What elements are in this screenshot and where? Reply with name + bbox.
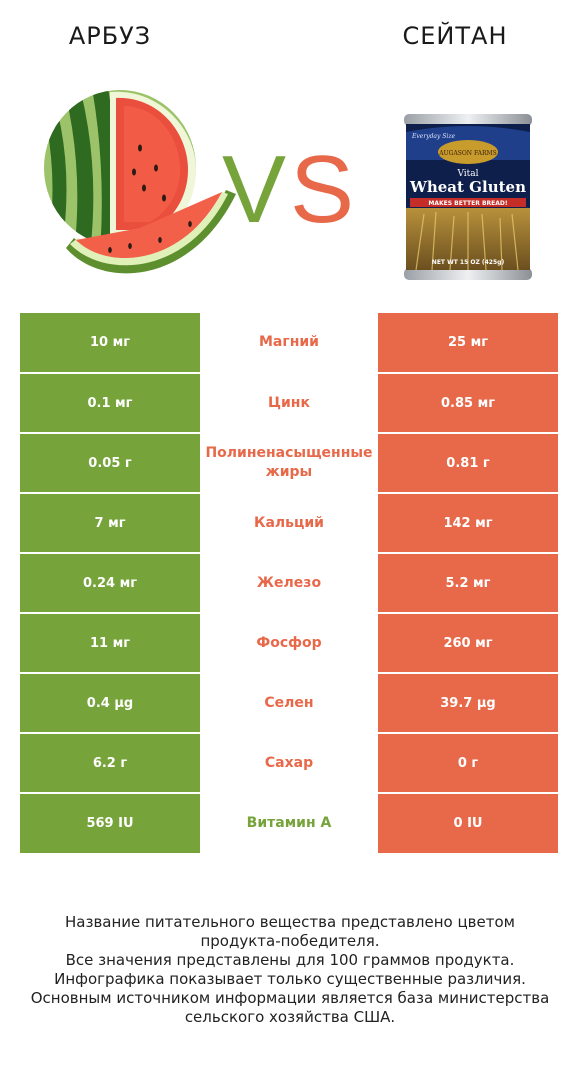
footer-line: продукта-победителя. xyxy=(200,932,380,950)
nutrient-name: Селен xyxy=(200,673,378,734)
left-value: 569 IU xyxy=(20,793,200,853)
watermelon-image xyxy=(44,90,236,274)
can-net: NET WT 15 OZ (425g) xyxy=(432,259,505,266)
table-row: 6.2 г Сахар 0 г xyxy=(20,733,558,794)
seitan-image: AUGASON FARMS Everyday Size Vital Wheat … xyxy=(404,114,532,280)
nutrient-name: Магний xyxy=(200,313,378,374)
left-value: 0.1 мг xyxy=(20,373,200,434)
left-value: 10 мг xyxy=(20,313,200,374)
footer-note: Название питательного вещества представл… xyxy=(10,913,570,1027)
footer-line: Все значения представлены для 100 граммо… xyxy=(65,951,515,969)
table-row: 0.1 мг Цинк 0.85 мг xyxy=(20,373,558,434)
table-row: 0.4 µg Селен 39.7 µg xyxy=(20,673,558,734)
vs-label: V S xyxy=(222,136,352,232)
right-value: 0.85 мг xyxy=(378,373,558,434)
right-value: 0 IU xyxy=(378,793,558,853)
left-product-title: АРБУЗ xyxy=(68,22,152,50)
can-tagline: Everyday Size xyxy=(411,133,455,140)
nutrient-name: Кальций xyxy=(200,493,378,554)
can-brand: AUGASON FARMS xyxy=(438,150,496,157)
right-product-title: СЕЙТАН xyxy=(402,22,508,50)
nutrient-name: Фосфор xyxy=(200,613,378,674)
can-title-1: Vital xyxy=(456,169,478,179)
right-value: 5.2 мг xyxy=(378,553,558,614)
left-value: 7 мг xyxy=(20,493,200,554)
footer-line: сельского хозяйства США. xyxy=(184,1008,396,1026)
nutrient-name: Железо xyxy=(200,553,378,614)
can-title-2: Wheat Gluten xyxy=(409,178,526,196)
left-value: 11 мг xyxy=(20,613,200,674)
can-band: MAKES BETTER BREAD! xyxy=(428,200,507,207)
vs-v-letter: V xyxy=(222,136,286,232)
vs-s-letter: S xyxy=(290,136,352,232)
footer-line: Название питательного вещества представл… xyxy=(65,913,515,931)
nutrient-name: Витамин A xyxy=(200,793,378,853)
nutrient-name: Сахар xyxy=(200,733,378,794)
table-row: 11 мг Фосфор 260 мг xyxy=(20,613,558,674)
right-value: 260 мг xyxy=(378,613,558,674)
right-value: 0.81 г xyxy=(378,433,558,494)
footer-line: Основным источником информации является … xyxy=(30,989,550,1007)
right-value: 142 мг xyxy=(378,493,558,554)
right-value: 0 г xyxy=(378,733,558,794)
table-row: 0.24 мг Железо 5.2 мг xyxy=(20,553,558,614)
footer-line: Инфографика показывает только существенн… xyxy=(54,970,526,988)
table-row: 7 мг Кальций 142 мг xyxy=(20,493,558,554)
table-row: 10 мг Магний 25 мг xyxy=(20,313,558,374)
left-value: 0.05 г xyxy=(20,433,200,494)
right-value: 39.7 µg xyxy=(378,673,558,734)
left-value: 0.24 мг xyxy=(20,553,200,614)
left-value: 6.2 г xyxy=(20,733,200,794)
right-value: 25 мг xyxy=(378,313,558,374)
nutrient-name: Цинк xyxy=(200,373,378,434)
left-value: 0.4 µg xyxy=(20,673,200,734)
table-row: 0.05 г Полиненасыщенные жиры 0.81 г xyxy=(20,433,558,494)
nutrient-name: Полиненасыщенные жиры xyxy=(200,433,378,494)
